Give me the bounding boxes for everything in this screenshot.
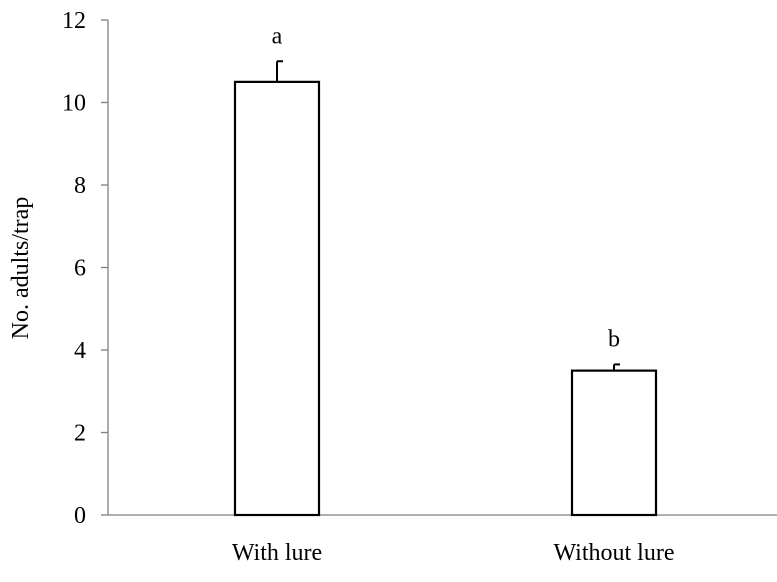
y-tick-label: 0	[74, 503, 86, 529]
significance-letter: a	[272, 23, 283, 49]
bar	[570, 369, 658, 517]
y-tick-label: 6	[74, 256, 86, 282]
x-tick-label: Without lure	[553, 540, 674, 566]
y-tick-label: 12	[62, 8, 86, 34]
y-axis-label: No. adults/trap	[8, 197, 34, 340]
y-tick-label: 10	[62, 91, 86, 117]
y-tick-label: 4	[74, 338, 86, 364]
significance-letter: b	[608, 326, 620, 352]
bar	[233, 80, 321, 517]
y-tick-label: 2	[74, 421, 86, 447]
y-tick-label: 8	[74, 173, 86, 199]
x-tick-label: With lure	[232, 540, 322, 566]
axes	[101, 19, 777, 516]
labels: 0 2 4 6 8 10 12 a With lure b Without lure	[62, 8, 675, 566]
bars	[233, 60, 658, 517]
